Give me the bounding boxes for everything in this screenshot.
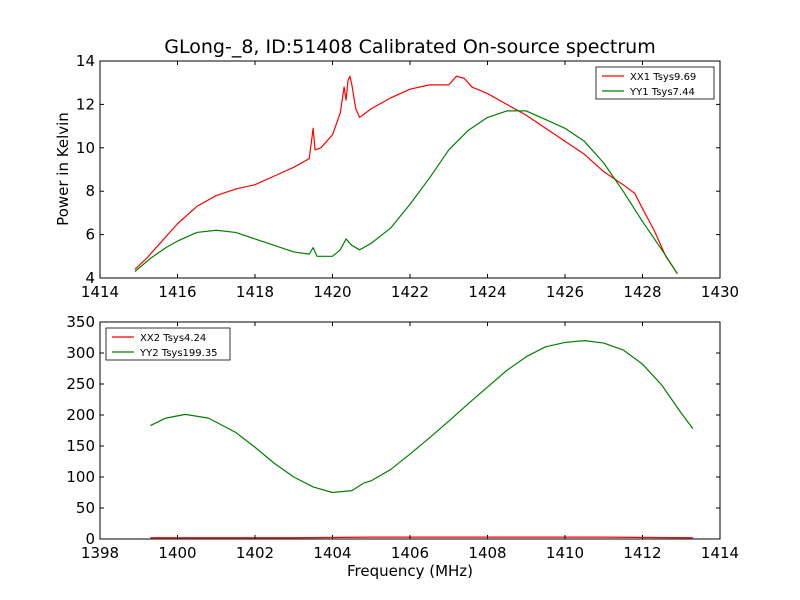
top-y-axis-label: Power in Kelvin — [54, 112, 72, 226]
legend-label: XX2 Tsys4.24 — [140, 333, 206, 344]
legend-label: XX1 Tsys9.69 — [630, 72, 696, 83]
x-tick-label: 1420 — [313, 283, 351, 301]
y-tick-label: 14 — [76, 52, 95, 70]
y-tick-label: 150 — [66, 437, 95, 455]
y-tick-label: 50 — [76, 499, 95, 517]
bottom-panel: Frequency (MHz) 1398 1400 1402 1404 1406 1408… — [66, 313, 739, 580]
legend-box — [105, 327, 231, 361]
top-panel: Power in Kelvin 1414 1416 1418 1420 1422 1424… — [54, 52, 739, 301]
x-tick-label: 1428 — [623, 283, 661, 301]
bottom-x-axis-label: Frequency (MHz) — [347, 562, 473, 580]
x-tick-label: 1408 — [468, 544, 506, 562]
y-tick-label: 200 — [66, 406, 95, 424]
y-tick-label: 10 — [76, 139, 95, 157]
y-tick-label: 4 — [85, 269, 95, 287]
x-tick-label: 1430 — [701, 283, 739, 301]
x-tick-label: 1418 — [236, 283, 274, 301]
y-tick-label: 12 — [76, 95, 95, 113]
x-tick-label: 1404 — [313, 544, 351, 562]
y-tick-label: 300 — [66, 344, 95, 362]
legend: XX2 Tsys4.24 YY2 Tsys199.35 — [105, 327, 231, 361]
y-tick-label: 0 — [85, 530, 95, 548]
x-tick-label: 1410 — [546, 544, 584, 562]
x-tick-label: 1416 — [158, 283, 196, 301]
y-tick-label: 8 — [85, 182, 95, 200]
x-tick-label: 1414 — [81, 283, 119, 301]
chart-title: GLong-_8, ID:51408 Calibrated On-source … — [164, 36, 655, 58]
y-tick-label: 350 — [66, 313, 95, 331]
x-tick-label: 1402 — [236, 544, 274, 562]
x-tick-label: 1424 — [468, 283, 506, 301]
series-line-bottom-0 — [150, 536, 693, 539]
legend-box — [595, 66, 715, 100]
x-tick-label: 1412 — [623, 544, 661, 562]
legend-label: YY1 Tsys7.44 — [629, 87, 695, 98]
x-tick-label: 1406 — [391, 544, 429, 562]
x-tick-label: 1426 — [546, 283, 584, 301]
x-tick-label: 1422 — [391, 283, 429, 301]
legend: XX1 Tsys9.69 YY1 Tsys7.44 — [595, 66, 715, 100]
series-line-bottom-1 — [150, 340, 694, 494]
x-tick-label: 1398 — [81, 544, 119, 562]
series-line-top-1 — [134, 110, 678, 274]
y-tick-label: 250 — [66, 375, 95, 393]
x-tick-label: 1400 — [158, 544, 196, 562]
y-tick-label: 100 — [66, 468, 95, 486]
legend-label: YY2 Tsys199.35 — [139, 348, 218, 359]
series-line-top-0 — [134, 75, 678, 274]
x-tick-label: 1414 — [701, 544, 739, 562]
y-tick-label: 6 — [85, 226, 95, 244]
